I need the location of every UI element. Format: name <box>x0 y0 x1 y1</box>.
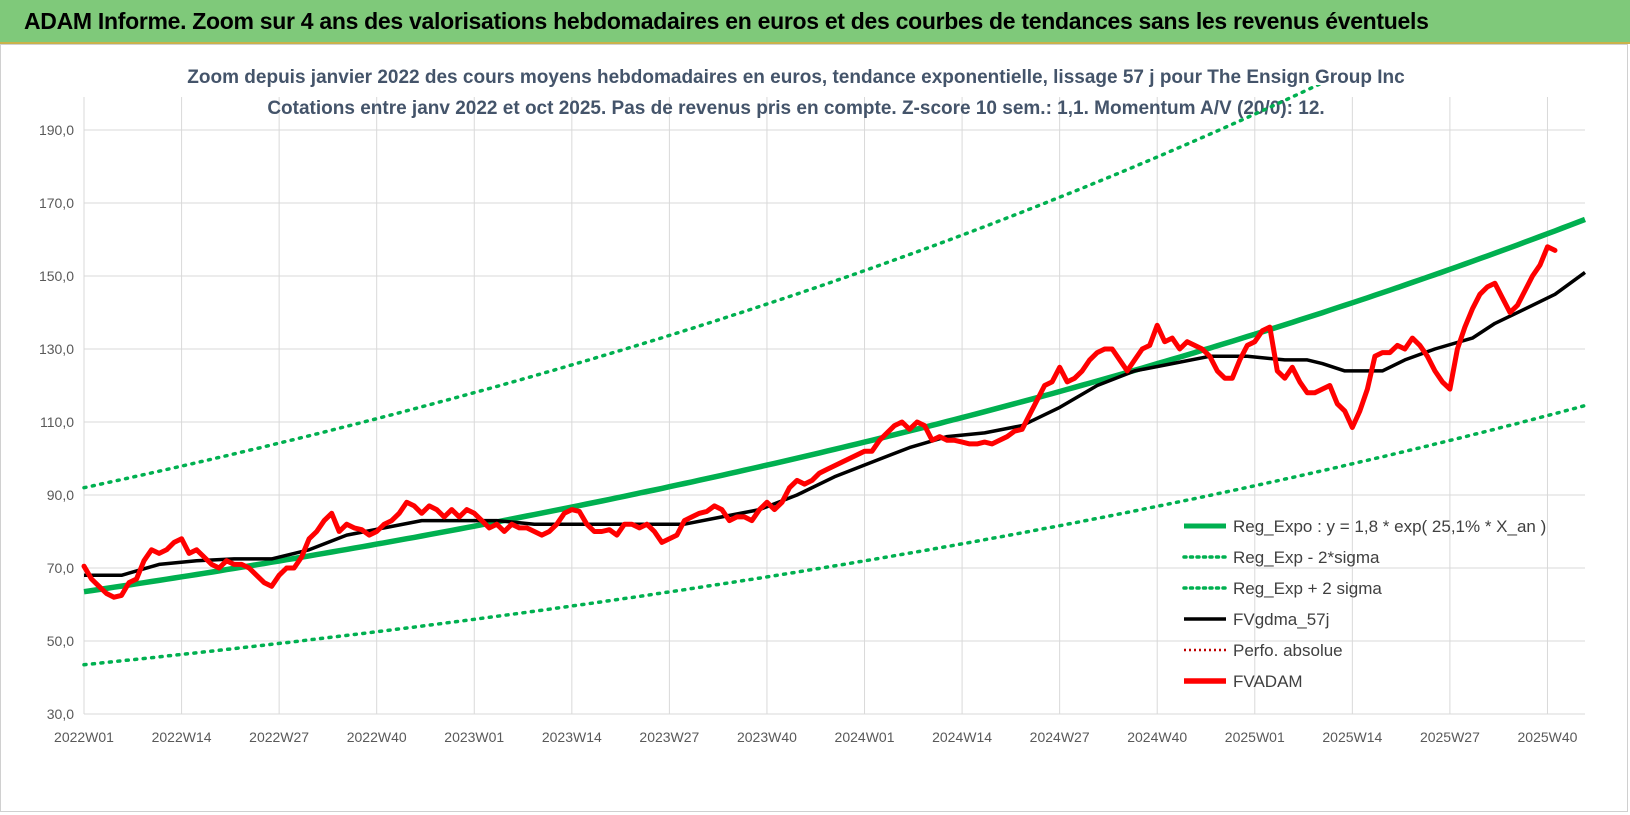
y-tick-label: 110,0 <box>40 414 74 430</box>
legend-entry-band-high: Reg_Exp + 2 sigma <box>1182 579 1382 598</box>
legend-entry-smooth: FVgdma_57j <box>1184 610 1329 629</box>
legend-entry-trend: Reg_Expo : y = 1,8 * exp( 25,1% * X_an ) <box>1184 517 1546 536</box>
x-tick-label: 2023W27 <box>639 729 699 745</box>
chart-frame: Zoom depuis janvier 2022 des cours moyen… <box>0 44 1628 812</box>
y-tick-label: 50,0 <box>47 633 74 649</box>
y-tick-label: 170,0 <box>39 195 74 211</box>
band-low-line <box>82 403 1587 667</box>
series-layer <box>81 85 1587 667</box>
band-high-line <box>82 85 1322 490</box>
legend-label-price: FVADAM <box>1233 672 1303 691</box>
chart-subtitle-2: Cotations entre janv 2022 et oct 2025. P… <box>267 98 1324 119</box>
legend: Reg_Expo : y = 1,8 * exp( 25,1% * X_an )… <box>1182 517 1546 691</box>
x-axis-ticks: 2022W01 2022W14 2022W27 2022W40 2023W01 2023W… <box>54 729 1578 745</box>
x-tick-label: 2023W14 <box>542 729 602 745</box>
legend-entry-price: FVADAM <box>1184 672 1303 691</box>
x-tick-label: 2024W27 <box>1030 729 1090 745</box>
x-tick-label: 2022W40 <box>347 729 407 745</box>
x-tick-label: 2024W01 <box>835 729 895 745</box>
chart-subtitle-1: Zoom depuis janvier 2022 des cours moyen… <box>187 67 1405 88</box>
y-tick-label: 30,0 <box>47 706 74 722</box>
x-tick-label: 2024W14 <box>932 729 992 745</box>
x-tick-label: 2025W27 <box>1420 729 1480 745</box>
x-tick-label: 2025W40 <box>1518 729 1578 745</box>
y-tick-label: 90,0 <box>47 487 74 503</box>
smooth-line <box>84 270 1587 578</box>
legend-label-band-high: Reg_Exp + 2 sigma <box>1233 579 1382 598</box>
y-axis-ticks: 30,0 50,0 70,0 90,0 110,0 130,0 150,0 170,0 190,… <box>39 122 74 722</box>
y-tick-label: 150,0 <box>39 268 74 284</box>
legend-entry-band-low: Reg_Exp - 2*sigma <box>1182 548 1380 567</box>
y-tick-label: 190,0 <box>39 122 74 138</box>
x-tick-label: 2025W01 <box>1225 729 1285 745</box>
line-chart: Zoom depuis janvier 2022 des cours moyen… <box>39 67 1587 745</box>
legend-label-band-low: Reg_Exp - 2*sigma <box>1233 548 1380 567</box>
x-tick-label: 2025W14 <box>1322 729 1382 745</box>
grid-lines <box>83 97 1585 715</box>
x-tick-label: 2022W01 <box>54 729 114 745</box>
x-tick-label: 2022W14 <box>152 729 212 745</box>
legend-label-smooth: FVgdma_57j <box>1233 610 1329 629</box>
trend-line <box>83 216 1586 595</box>
legend-label-perf: Perfo. absolue <box>1233 641 1343 660</box>
x-tick-label: 2022W27 <box>249 729 309 745</box>
legend-label-trend: Reg_Expo : y = 1,8 * exp( 25,1% * X_an ) <box>1233 517 1546 536</box>
x-tick-label: 2023W40 <box>737 729 797 745</box>
y-tick-label: 70,0 <box>47 560 74 576</box>
y-tick-label: 130,0 <box>39 341 74 357</box>
x-tick-label: 2023W01 <box>444 729 504 745</box>
legend-entry-perf: Perfo. absolue <box>1184 641 1343 660</box>
price-line <box>81 244 1558 600</box>
report-header: ADAM Informe. Zoom sur 4 ans des valoris… <box>0 0 1630 44</box>
x-tick-label: 2024W40 <box>1127 729 1187 745</box>
report-title: ADAM Informe. Zoom sur 4 ans des valoris… <box>24 8 1429 34</box>
